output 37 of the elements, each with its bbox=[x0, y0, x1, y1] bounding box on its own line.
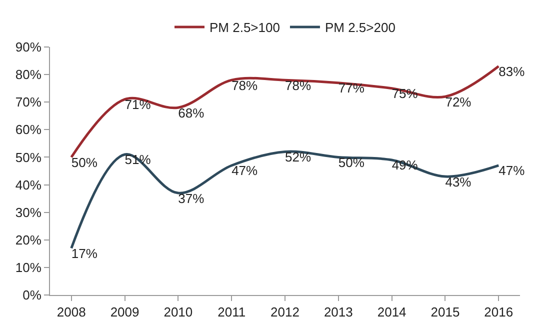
data-label: 71% bbox=[124, 97, 152, 112]
x-tick-label: 2013 bbox=[324, 304, 353, 320]
y-tick-label: 10% bbox=[15, 260, 42, 275]
x-tick-label: 2015 bbox=[430, 304, 460, 320]
y-tick-label: 40% bbox=[15, 177, 42, 192]
x-tick-label: 2008 bbox=[56, 304, 86, 320]
data-label: 52% bbox=[285, 149, 312, 164]
legend-label: PM 2.5>100 bbox=[210, 20, 280, 36]
data-label: 50% bbox=[71, 154, 98, 170]
data-label: 83% bbox=[498, 64, 526, 80]
y-tick-label: 70% bbox=[15, 94, 42, 110]
data-label: 77% bbox=[338, 80, 365, 96]
data-label: 47% bbox=[232, 163, 258, 178]
y-tick-label: 0% bbox=[22, 288, 42, 303]
x-tick-label: 2009 bbox=[110, 304, 140, 320]
y-tick-label: 50% bbox=[15, 150, 42, 165]
y-tick-label: 20% bbox=[15, 232, 42, 248]
data-label: 78% bbox=[285, 78, 312, 93]
y-tick-label: 90% bbox=[15, 40, 42, 55]
legend-label: PM 2.5>200 bbox=[324, 20, 396, 36]
data-label: 78% bbox=[232, 78, 258, 93]
y-tick-label: 30% bbox=[15, 204, 42, 220]
y-tick-label: 60% bbox=[15, 122, 42, 138]
data-label: 68% bbox=[178, 105, 205, 120]
x-tick-label: 2016 bbox=[484, 304, 514, 320]
x-tick-label: 2011 bbox=[218, 304, 246, 320]
data-label: 47% bbox=[498, 163, 526, 178]
data-label: 37% bbox=[178, 190, 205, 206]
data-label: 72% bbox=[445, 94, 472, 110]
x-tick-label: 2014 bbox=[377, 304, 406, 320]
data-label: 17% bbox=[71, 246, 98, 261]
x-tick-label: 2012 bbox=[270, 304, 300, 320]
data-label: 43% bbox=[445, 174, 472, 190]
line-series bbox=[70, 150, 500, 250]
x-tick-label: 2010 bbox=[164, 304, 193, 320]
y-tick-label: 80% bbox=[15, 67, 42, 82]
data-label: 50% bbox=[338, 154, 365, 170]
